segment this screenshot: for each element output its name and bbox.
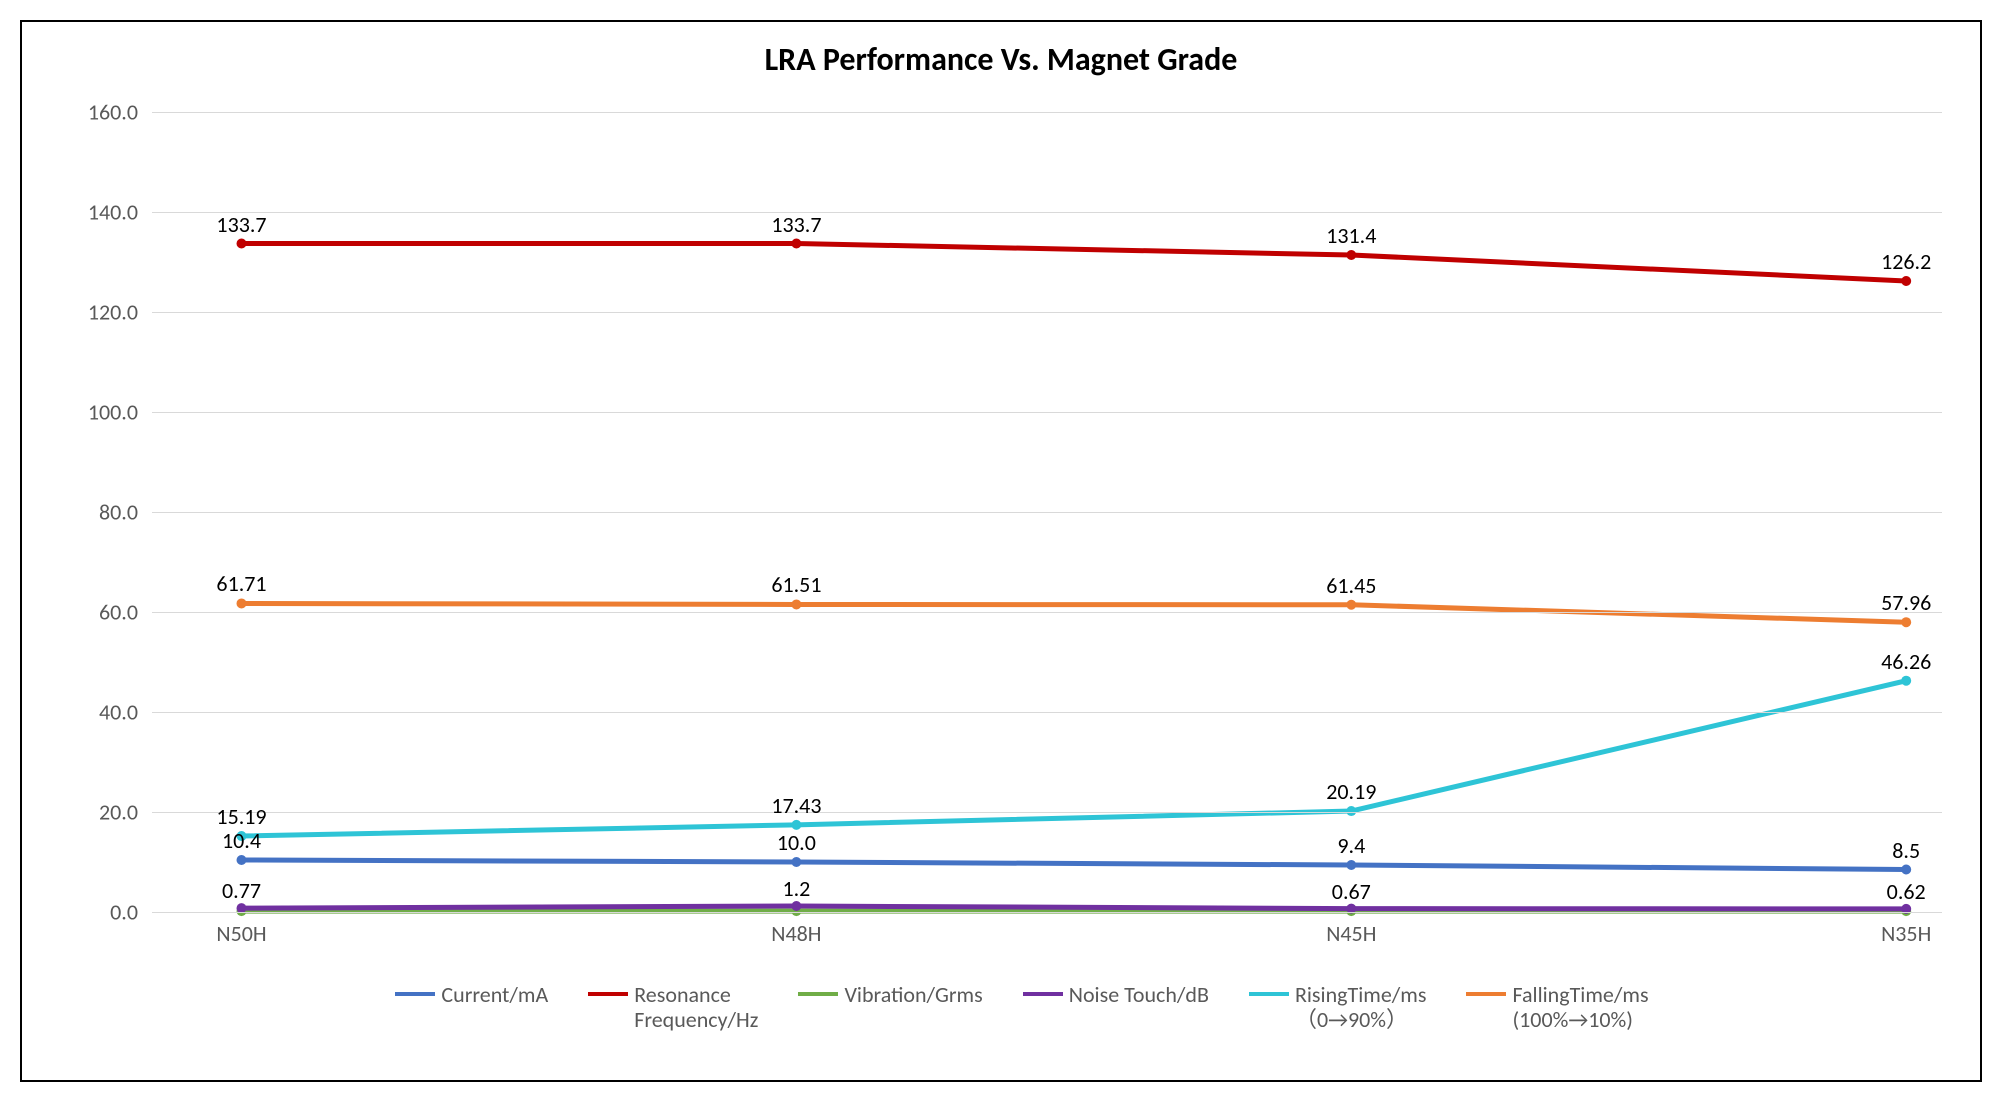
series-marker: [791, 857, 801, 867]
y-tick-label: 60.0: [99, 599, 138, 626]
legend-item: Noise Touch/dB: [1023, 982, 1209, 1007]
series-marker: [237, 239, 247, 249]
page: LRA Performance Vs. Magnet Grade 0.020.0…: [0, 0, 2002, 1102]
legend-label: FallingTime/ms (100%→10%): [1512, 982, 1648, 1033]
data-label: 10.4: [222, 827, 261, 854]
legend-swatch: [1023, 992, 1063, 996]
chart-legend: Current/mA Resonance Frequency/Hz Vibratio…: [222, 982, 1822, 1033]
gridline: [152, 412, 1942, 413]
data-label: 0.67: [1332, 878, 1371, 905]
y-tick-label: 0.0: [110, 899, 138, 926]
series-marker: [1346, 860, 1356, 870]
data-label: 10.0: [777, 829, 816, 856]
series-marker: [1346, 250, 1356, 260]
gridline: [152, 312, 1942, 313]
legend-item: Current/mA: [395, 982, 548, 1007]
legend-label: Noise Touch/dB: [1069, 982, 1209, 1007]
legend-label: Resonance Frequency/Hz: [634, 982, 758, 1033]
data-label: 17.43: [771, 792, 821, 819]
legend-item: FallingTime/ms (100%→10%): [1466, 982, 1648, 1033]
y-tick-label: 40.0: [99, 699, 138, 726]
data-label: 1.2: [782, 875, 810, 902]
data-label: 8.5: [1892, 837, 1920, 864]
y-tick-label: 80.0: [99, 499, 138, 526]
legend-label: RisingTime/ms （0→90%）: [1295, 982, 1427, 1033]
data-label: 20.19: [1326, 778, 1376, 805]
legend-swatch: [1249, 992, 1289, 996]
data-label: 133.7: [216, 211, 266, 238]
gridline: [152, 112, 1942, 113]
series-marker: [791, 239, 801, 249]
legend-swatch: [798, 992, 838, 996]
legend-item: Vibration/Grms: [798, 982, 982, 1007]
data-label: 46.26: [1881, 648, 1931, 675]
x-tick-label: N35H: [1881, 920, 1931, 947]
x-tick-label: N50H: [216, 920, 266, 947]
x-tick-label: N48H: [771, 920, 821, 947]
chart-container: LRA Performance Vs. Magnet Grade 0.020.0…: [20, 20, 1982, 1082]
gridline: [152, 812, 1942, 813]
data-label: 15.19: [216, 803, 266, 830]
y-tick-label: 140.0: [88, 199, 138, 226]
legend-label: Current/mA: [441, 982, 548, 1007]
gridline: [152, 612, 1942, 613]
data-label: 0.62: [1887, 878, 1926, 905]
gridline: [152, 712, 1942, 713]
series-marker: [1901, 865, 1911, 875]
y-tick-label: 120.0: [88, 299, 138, 326]
data-label: 61.51: [771, 571, 821, 598]
gridline: [152, 212, 1942, 213]
legend-swatch: [588, 992, 628, 996]
legend-item: Resonance Frequency/Hz: [588, 982, 758, 1033]
data-label: 133.7: [771, 211, 821, 238]
data-label: 61.45: [1326, 572, 1376, 599]
legend-swatch: [1466, 992, 1506, 996]
series-marker: [237, 855, 247, 865]
x-tick-label: N45H: [1326, 920, 1376, 947]
legend-label: Vibration/Grms: [844, 982, 982, 1007]
legend-item: RisingTime/ms （0→90%）: [1249, 982, 1427, 1033]
plot-area: 0.020.040.060.080.0100.0120.0140.0160.0N…: [152, 112, 1942, 912]
series-marker: [1901, 676, 1911, 686]
data-label: 131.4: [1326, 222, 1376, 249]
series-marker: [1346, 600, 1356, 610]
data-label: 61.71: [216, 570, 266, 597]
y-tick-label: 160.0: [88, 99, 138, 126]
data-label: 126.2: [1881, 248, 1931, 275]
data-label: 0.77: [222, 877, 261, 904]
series-marker: [237, 598, 247, 608]
series-marker: [1901, 617, 1911, 627]
gridline: [152, 512, 1942, 513]
y-tick-label: 20.0: [99, 799, 138, 826]
data-label: 57.96: [1881, 589, 1931, 616]
data-label: 9.4: [1337, 832, 1365, 859]
series-marker: [791, 901, 801, 911]
y-tick-label: 100.0: [88, 399, 138, 426]
legend-swatch: [395, 992, 435, 996]
series-line: [242, 860, 1907, 870]
series-marker: [1901, 276, 1911, 286]
series-line: [242, 244, 1907, 282]
series-marker: [791, 599, 801, 609]
gridline: [152, 912, 1942, 913]
series-line: [242, 906, 1907, 909]
chart-title: LRA Performance Vs. Magnet Grade: [22, 40, 1980, 79]
